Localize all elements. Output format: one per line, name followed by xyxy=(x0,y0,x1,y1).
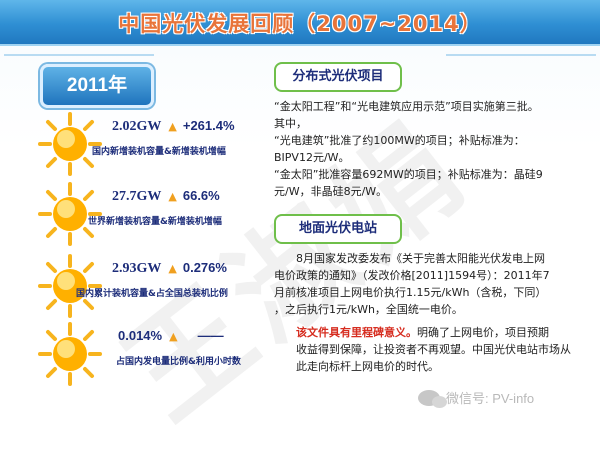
increase-triangle-icon: ▲ xyxy=(168,120,177,133)
stat-description: 占国内发电量比例&利用小时数 xyxy=(116,357,241,367)
title-divider-right xyxy=(446,54,596,56)
text-line: 其中， xyxy=(274,117,307,130)
sun-icon xyxy=(38,254,102,318)
text-line: 电价政策的通知》（发改价格[2011]1594号）：2011年7 xyxy=(274,269,550,282)
stat-item: 0.014% ▲ —— 占国内发电量比例&利用小时数 xyxy=(0,322,290,402)
wechat-icon xyxy=(418,390,447,408)
stat-item: 2.93GW ▲ 0.276% 国内累计装机容量&占全国总装机比例 xyxy=(0,254,290,334)
stat-change: 66.6% xyxy=(182,188,220,203)
stat-description: 国内累计装机容量&占全国总装机比例 xyxy=(76,289,228,299)
stat-value: 27.7GW xyxy=(112,189,162,204)
slide-title: 中国光伏发展回顾（2007~2014） xyxy=(118,12,482,36)
stat-description: 国内新增装机容量&新增装机增幅 xyxy=(92,147,226,157)
increase-triangle-icon: ▲ xyxy=(168,190,177,203)
text-line: “光电建筑”批准了约100MW的项目；补贴标准为： xyxy=(274,134,525,147)
stat-change: +261.4% xyxy=(182,118,235,133)
wechat-watermark: 微信号: PV-info xyxy=(418,388,535,408)
section-distributed-pv-body: “金太阳工程”和“光电建筑应用示范”项目实施第三批。 其中， “光电建筑”批准了… xyxy=(274,98,543,200)
increase-triangle-icon: ▲ xyxy=(169,330,178,343)
stat-item: 2.02GW ▲ +261.4% 国内新增装机容量&新增装机增幅 xyxy=(0,112,290,192)
sun-icon xyxy=(38,182,102,246)
title-divider-left xyxy=(4,54,154,56)
stat-description: 世界新增装机容量&新增装机增幅 xyxy=(88,217,222,227)
text-line: 该文件具有里程碑意义。明确了上网电价，项目预期 xyxy=(296,324,571,341)
title-banner: 中国光伏发展回顾（2007~2014） xyxy=(0,0,600,46)
text-line: 月前核准项目上网电价执行1.15元/kWh（含税，下同） xyxy=(274,286,547,299)
text-line: 收益得到保障，让投资者不再观望。中国光伏电站市场从 xyxy=(296,343,571,356)
text-line: 8月国家发改委发布《关于完善太阳能光伏发电上网 xyxy=(296,252,545,265)
wechat-id: 微信号: PV-info xyxy=(446,391,535,406)
text-line: 元/W，非晶硅8元/W。 xyxy=(274,185,388,198)
stat-change: —— xyxy=(197,328,224,343)
stat-value: 2.02GW xyxy=(112,119,162,134)
stat-item: 27.7GW ▲ 66.6% 世界新增装机容量&新增装机增幅 xyxy=(0,182,290,262)
highlight-text: 该文件具有里程碑意义。 xyxy=(296,326,417,339)
text-line: 此走向标杆上网电价的时代。 xyxy=(296,360,439,373)
text-line: ，之后执行1元/kWh，全国统一电价。 xyxy=(274,303,463,316)
section-ground-pv-conclusion: 该文件具有里程碑意义。明确了上网电价，项目预期 收益得到保障，让投资者不再观望。… xyxy=(296,324,571,375)
stat-change: 0.276% xyxy=(182,260,227,275)
year-badge: 2011年 xyxy=(40,64,154,108)
sun-icon xyxy=(38,112,102,176)
section-heading-distributed-pv: 分布式光伏项目 xyxy=(274,62,402,92)
section-heading-ground-pv: 地面光伏电站 xyxy=(274,214,402,244)
text-line: BIPV12元/W。 xyxy=(274,151,350,164)
section-ground-pv-body: 8月国家发改委发布《关于完善太阳能光伏发电上网 电价政策的通知》（发改价格[20… xyxy=(274,250,550,318)
text-line: “金太阳工程”和“光电建筑应用示范”项目实施第三批。 xyxy=(274,100,539,113)
stat-value: 2.93GW xyxy=(112,261,162,276)
increase-triangle-icon: ▲ xyxy=(168,262,177,275)
sun-icon xyxy=(38,322,102,386)
text-line: “金太阳”批准容量692MW的项目；补贴标准为：晶硅9 xyxy=(274,168,543,181)
text-span: 明确了上网电价，项目预期 xyxy=(417,326,549,339)
stat-value: 0.014% xyxy=(118,328,163,343)
